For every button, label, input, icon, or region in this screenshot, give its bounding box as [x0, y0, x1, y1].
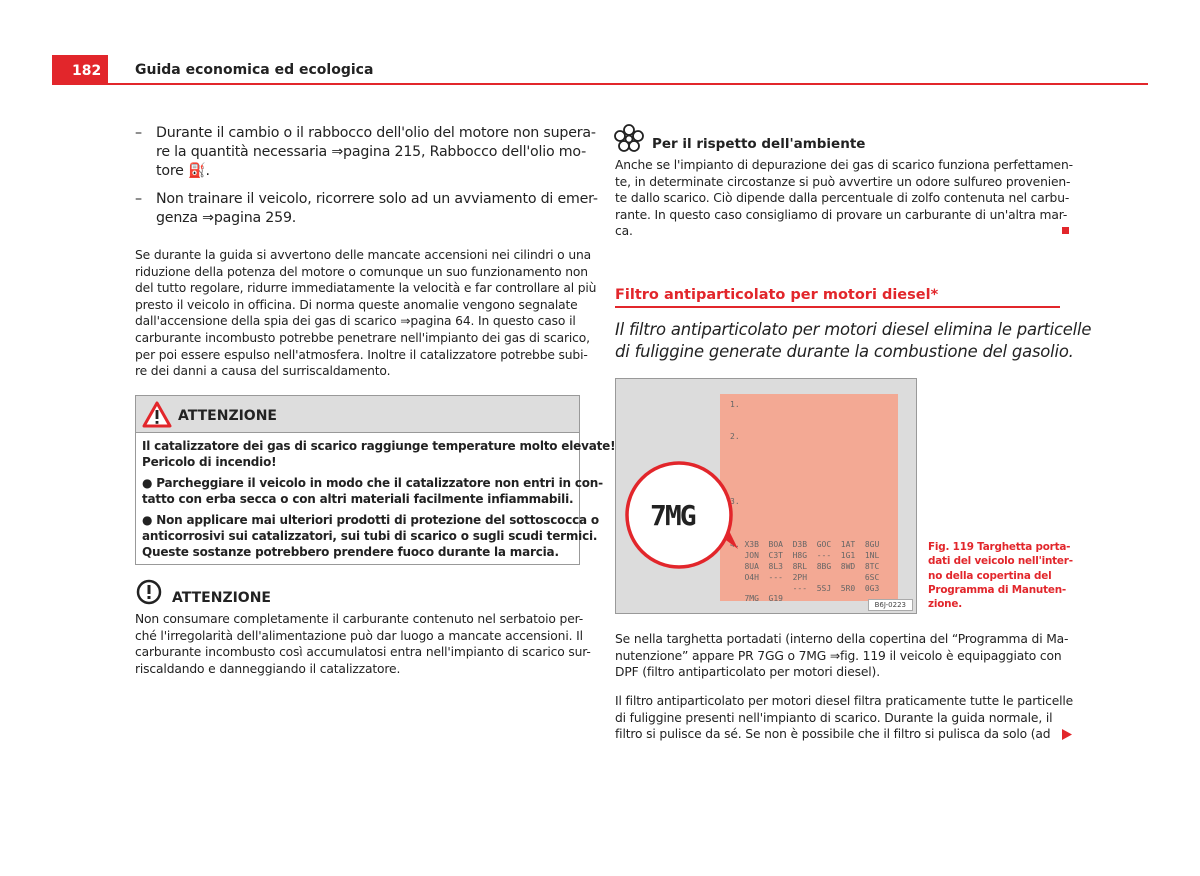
zoom-label: 7MG — [650, 499, 697, 532]
text-line: Se durante la guida si avvertono delle m… — [135, 248, 591, 262]
figure-119: 1. 2. 3. 4. X3B BOA D3B GOC 1AT 8GU JON … — [615, 378, 917, 614]
text-line: zione. — [928, 598, 962, 611]
warning-title: ATTENZIONE — [178, 408, 277, 424]
text-line: Non trainare il veicolo, ricorrere solo … — [156, 191, 598, 207]
environment-text: Anche se l'impianto di depurazione dei g… — [615, 157, 1073, 240]
text-line: rante. In questo caso consigliamo di pro… — [615, 207, 1068, 222]
warning-paragraph: Il catalizzatore dei gas di scarico ragg… — [142, 438, 616, 471]
text-line: genza ⇒pagina 259. — [156, 210, 297, 226]
text-line: di fuliggine presenti nell'impianto di s… — [615, 710, 1053, 725]
zoom-callout — [625, 461, 738, 569]
text-line: di fuliggine generate durante la combust… — [615, 342, 1074, 361]
text-line: Il filtro antiparticolato per motori die… — [615, 320, 1092, 339]
text-line: Il catalizzatore dei gas di scarico ragg… — [142, 439, 616, 453]
continue-arrow-icon — [1062, 729, 1072, 740]
environment-title: Per il rispetto dell'ambiente — [652, 136, 866, 152]
figure-code: B6J-0223 — [867, 599, 913, 611]
warning2-title: ATTENZIONE — [172, 590, 271, 606]
text-line: DPF (filtro antiparticolato per motori d… — [615, 665, 880, 680]
text-line: Programma di Manuten- — [928, 583, 1067, 596]
text-line: Non consumare completamente il carburant… — [135, 612, 584, 626]
text-line: re la quantità necessaria ⇒pagina 215, R… — [156, 144, 587, 160]
text-line: ● Non applicare mai ulteriori prodotti d… — [142, 512, 599, 527]
warning-triangle-icon — [142, 401, 172, 428]
warning-box-catalyst: ATTENZIONE Il catalizzatore dei gas di s… — [135, 395, 616, 565]
text-line: Anche se l'impianto di depurazione dei g… — [615, 158, 1073, 172]
text-line: nutenzione” appare PR 7GG o 7MG ⇒fig. 11… — [615, 648, 1062, 663]
warning-paragraph: ● Parcheggiare il veicolo in modo che il… — [142, 475, 603, 508]
text-line: dati del veicolo nell'inter- — [928, 555, 1073, 568]
text-line: carburante incombusto potrebbe penetrare… — [135, 330, 590, 345]
plate-codes: 1. 2. 3. 4. X3B BOA D3B GOC 1AT 8GU JON … — [730, 400, 880, 604]
text-line: anticorrosivi sui catalizzatori, sui tub… — [142, 529, 598, 544]
section-intro: Il filtro antiparticolato per motori die… — [615, 319, 1091, 363]
bullet-list: – Durante il cambio o il rabbocco dell'ol… — [135, 124, 598, 237]
page-number: 182 — [52, 55, 108, 85]
text-line: carburante incombusto così accumulatosi … — [135, 645, 591, 660]
text-line: re dei danni a causa del surriscaldament… — [135, 364, 391, 379]
text-line: Pericolo di incendio! — [142, 455, 277, 470]
text-line: ● Parcheggiare il veicolo in modo che il… — [142, 475, 603, 490]
text-line: filtro si pulisce da sé. Se non è possib… — [615, 727, 1051, 742]
warning2-text: Non consumare completamente il carburant… — [135, 611, 591, 677]
list-item: – Durante il cambio o il rabbocco dell'ol… — [135, 124, 598, 181]
text-line: ca. — [615, 224, 633, 239]
paragraph-filter: Il filtro antiparticolato per motori die… — [615, 693, 1073, 743]
end-of-section-marker — [1062, 227, 1069, 234]
page-header-title: Guida economica ed ecologica — [135, 62, 374, 78]
text-line: Fig. 119 Targhetta porta- — [928, 541, 1071, 553]
warning-header: ATTENZIONE — [136, 396, 579, 433]
flower-icon — [614, 124, 644, 152]
text-line: per poi essere espulso nell'atmosfera. I… — [135, 347, 588, 362]
text-line: tore ⛽. — [156, 163, 210, 179]
exclamation-circle-icon — [136, 579, 162, 605]
text-line: no della copertina del — [928, 569, 1052, 582]
text-line: tatto con erba secca o con altri materia… — [142, 492, 574, 507]
warning-body: Il catalizzatore dei gas di scarico ragg… — [136, 433, 616, 570]
text-line: Se nella targhetta portadati (interno de… — [615, 632, 1069, 646]
bullet-dash: – — [135, 125, 142, 141]
paragraph-misfire: Se durante la guida si avvertono delle m… — [135, 247, 596, 380]
bullet-dash: – — [135, 191, 142, 207]
list-item: – Non trainare il veicolo, ricorrere solo… — [135, 190, 598, 228]
paragraph-dpf: Se nella targhetta portadati (interno de… — [615, 631, 1069, 681]
text-line: riduzione della potenza del motore o com… — [135, 264, 588, 279]
text-line: Durante il cambio o il rabbocco dell'oli… — [156, 125, 596, 141]
section-title: Filtro antiparticolato per motori diesel… — [615, 287, 1060, 308]
text-line: del tutto regolare, ridurre immediatamen… — [135, 281, 597, 296]
text-line: Queste sostanze potrebbero prendere fuoc… — [142, 545, 559, 560]
text-line: te dallo scarico. Ciò dipende dalla perc… — [615, 191, 1070, 206]
text-line: dall'accensione della spia dei gas di sc… — [135, 314, 576, 329]
text-line: presto il veicolo in officina. Di norma … — [135, 297, 578, 312]
figure-caption: Fig. 119 Targhetta porta-dati del veicol… — [928, 540, 1073, 611]
warning-paragraph: ● Non applicare mai ulteriori prodotti d… — [142, 512, 599, 561]
text-line: ché l'irregolarità dell'alimentazione pu… — [135, 628, 583, 643]
header-rule — [52, 83, 1148, 85]
text-line: te, in determinate circostanze si può av… — [615, 174, 1071, 189]
data-plate: 1. 2. 3. 4. X3B BOA D3B GOC 1AT 8GU JON … — [720, 394, 898, 603]
text-line: riscaldando e danneggiando il catalizzat… — [135, 661, 401, 676]
text-line: Il filtro antiparticolato per motori die… — [615, 694, 1074, 708]
